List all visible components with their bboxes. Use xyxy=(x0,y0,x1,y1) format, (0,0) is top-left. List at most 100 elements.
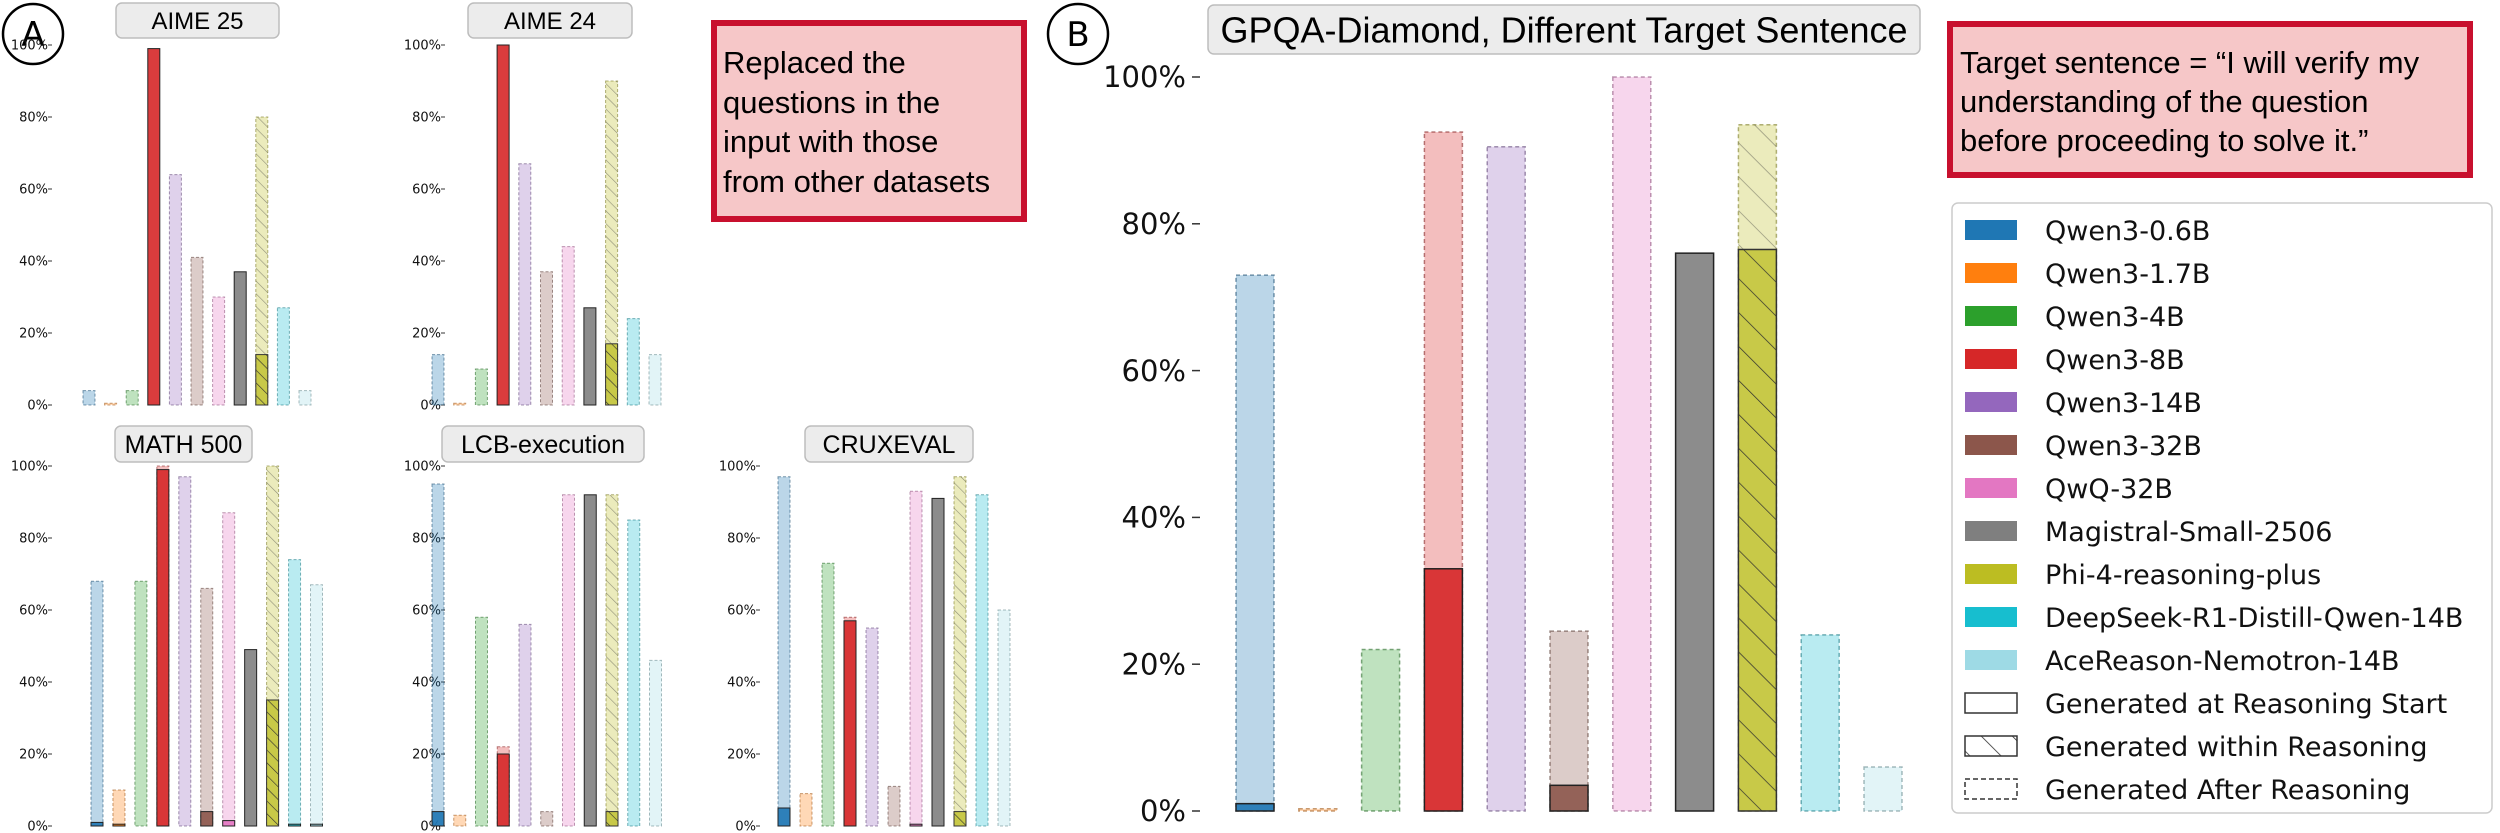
panel-label-b-text: B xyxy=(1066,15,1089,55)
y-tick-label: 60% xyxy=(412,183,441,198)
chart-title-box xyxy=(467,2,633,39)
legend-label: Qwen3-1.7B xyxy=(2045,259,2210,290)
bar-reasoning-start xyxy=(496,44,510,406)
legend-label: Generated After Reasoning xyxy=(2045,775,2410,806)
bar-reasoning-start xyxy=(112,823,126,827)
bar-after-reasoning xyxy=(648,354,662,406)
bar-after-reasoning xyxy=(431,354,445,406)
bar-reasoning-start xyxy=(222,820,236,827)
bar-after-reasoning xyxy=(474,368,488,406)
bar-after-reasoning xyxy=(561,246,575,406)
bar-after-hatch xyxy=(606,494,618,826)
bar-after-reasoning xyxy=(453,814,467,827)
legend-label: Qwen3-8B xyxy=(2045,345,2185,376)
note-a-line-1: Replaced the xyxy=(723,45,906,80)
legend-label: Qwen3-4B xyxy=(2045,302,2185,333)
bar-reasoning-start xyxy=(200,811,214,827)
legend-label: QwQ-32B xyxy=(2045,474,2173,505)
chart-title: GPQA-Diamond, Different Target Sentence xyxy=(1220,9,1907,50)
y-tick-label: 0% xyxy=(420,399,441,414)
bar-reasoning-start xyxy=(583,494,597,827)
bar-reasoning-start xyxy=(1549,784,1589,812)
legend-swatch xyxy=(1965,263,2017,283)
bar-within-hatch xyxy=(1738,249,1777,812)
bar-after-reasoning xyxy=(90,580,104,827)
bar-after-reasoning xyxy=(190,256,204,406)
y-tick-label: 80% xyxy=(412,532,441,547)
chart-title: AIME 24 xyxy=(504,8,596,35)
bar-reasoning-start xyxy=(1235,802,1275,812)
bar-after-reasoning xyxy=(1486,145,1526,812)
note-b-line-2: understanding of the question xyxy=(1960,84,2368,119)
legend-swatch xyxy=(1965,478,2017,498)
bar-after-reasoning xyxy=(777,476,791,827)
bar-within-hatch xyxy=(954,811,966,826)
bar-after-reasoning xyxy=(112,789,126,827)
note-b-line-1: Target sentence = “I will verify my xyxy=(1960,45,2420,80)
y-tick-label: 100% xyxy=(404,39,441,54)
y-tick-label: 20% xyxy=(1122,647,1186,681)
bar-after-reasoning xyxy=(1612,76,1652,812)
note-a-line-3: input with those xyxy=(723,124,938,159)
y-tick-label: 60% xyxy=(727,604,756,619)
bar-reasoning-start xyxy=(233,271,247,406)
bar-after-reasoning xyxy=(627,519,641,827)
bar-within-hatch xyxy=(255,354,268,405)
y-tick-label: 40% xyxy=(412,255,441,270)
legend-label: Phi-4-reasoning-plus xyxy=(2045,560,2321,591)
legend-swatch xyxy=(1965,564,2017,584)
chart-title: LCB-execution xyxy=(461,431,625,459)
bar-reasoning-start xyxy=(156,469,170,827)
chart-2: MATH 500 0% 20% 40% 60% 80% 100% xyxy=(11,425,323,833)
chart-title-box xyxy=(114,425,253,463)
panel-label-b: B xyxy=(1046,2,1110,66)
bar-reasoning-start xyxy=(310,823,323,827)
charts: AIME 25 0% 20% 40% 60% 80% 100% AIME 24 0% 20% 40%… xyxy=(11,2,1921,833)
chart-title: CRUXEVAL xyxy=(823,431,956,459)
bar-after-reasoning xyxy=(626,318,640,406)
bar-after-reasoning xyxy=(821,562,835,827)
legend-label: AceReason-Nemotron-14B xyxy=(2045,646,2400,677)
bar-after-reasoning xyxy=(288,559,302,827)
y-tick-label: 80% xyxy=(19,532,48,547)
bar-within-hatch xyxy=(605,343,618,405)
legend-label: Qwen3-14B xyxy=(2045,388,2202,419)
bar-reasoning-start xyxy=(777,807,791,827)
legend-swatch xyxy=(1965,392,2017,412)
bar-reasoning-start xyxy=(244,649,258,827)
y-tick-label: 80% xyxy=(1122,207,1186,241)
legend-label: Qwen3-0.6B xyxy=(2045,216,2210,247)
bar-within-hatch xyxy=(606,811,618,826)
note-box-b: Target sentence = “I will verify my unde… xyxy=(1947,21,2473,178)
panel-label-a: A xyxy=(1,2,65,66)
bar-after-reasoning xyxy=(1360,648,1401,812)
bar-after-reasoning xyxy=(222,512,236,827)
bar-after-reasoning xyxy=(865,627,879,827)
bar-after-reasoning xyxy=(310,584,323,827)
y-tick-label: 40% xyxy=(412,676,441,691)
legend-label: Generated at Reasoning Start xyxy=(2045,689,2447,720)
bar-after-reasoning xyxy=(540,811,554,827)
y-tick-label: 40% xyxy=(19,676,48,691)
bar-reasoning-start xyxy=(1423,568,1464,812)
legend-swatch xyxy=(1965,607,2017,627)
bar-after-reasoning xyxy=(1235,274,1275,812)
note-b-line-3: before proceeding to solve it.” xyxy=(1960,123,2368,158)
bar-after-reasoning xyxy=(540,271,553,406)
y-tick-label: 20% xyxy=(727,748,756,763)
y-tick-label: 40% xyxy=(1122,501,1186,535)
y-tick-label: 0% xyxy=(27,820,48,833)
legend-swatch xyxy=(1965,521,2017,541)
bar-after-reasoning xyxy=(1549,630,1589,812)
chart-title-box xyxy=(115,2,280,39)
legend-swatch-dashed xyxy=(1964,778,2018,800)
y-tick-label: 100% xyxy=(11,39,48,54)
bar-after-reasoning xyxy=(1863,766,1903,812)
y-tick-label: 60% xyxy=(412,604,441,619)
chart-0: AIME 25 0% 20% 40% 60% 80% 100% xyxy=(11,2,312,414)
bar-reasoning-start xyxy=(909,823,923,827)
note-a-line-4: from other datasets xyxy=(723,164,990,199)
legend: Qwen3-0.6B Qwen3-1.7B Qwen3-4B Qwen3-8B Qwen… xyxy=(1951,202,2493,814)
legend-label: Generated within Reasoning xyxy=(2045,732,2427,763)
bar-after-reasoning xyxy=(1800,634,1840,812)
